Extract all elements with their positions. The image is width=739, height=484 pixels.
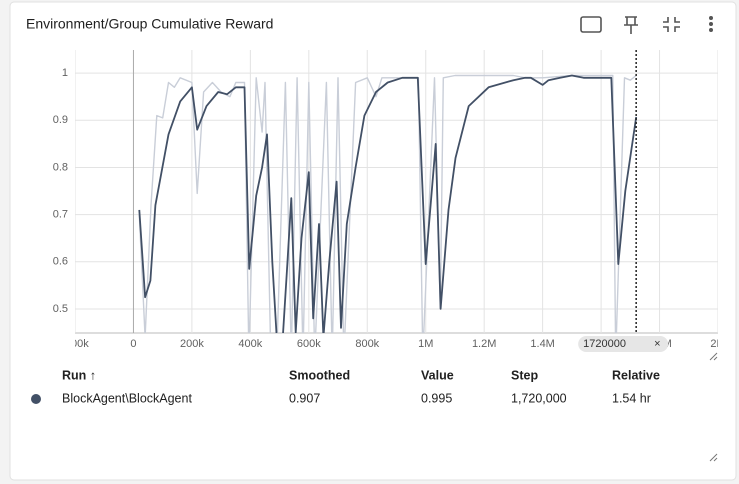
y-tick-label: 0.6 (53, 256, 68, 268)
x-tick-label: 1.4M (530, 338, 554, 350)
x-tick-label: 400k (238, 338, 262, 350)
fit-button[interactable] (580, 16, 602, 33)
cursor-label: 1720000 (583, 338, 626, 350)
table-header: Step (511, 368, 538, 382)
table-cell: 0.907 (289, 391, 320, 405)
card (9, 1, 737, 481)
chart-title: Environment/Group Cumulative Reward (26, 16, 273, 32)
y-tick-label: 0.5 (53, 303, 68, 315)
series-line (138, 74, 638, 333)
x-tick-label: 600k (297, 338, 321, 350)
menu-button[interactable] (709, 16, 713, 32)
resize-handle[interactable] (709, 352, 718, 462)
x-tick-label: 1.2M (472, 338, 496, 350)
table-header: Relative (612, 368, 660, 382)
table-cell: 1,720,000 (511, 391, 567, 405)
y-tick-label: 0.7 (53, 209, 68, 221)
legend-dot (31, 394, 41, 404)
table-header: Run ↑ (62, 368, 96, 382)
collapse-button[interactable] (663, 17, 680, 32)
x-tick-label: -200k (61, 338, 89, 350)
x-tick-label: 1M (418, 338, 433, 350)
table-header: Smoothed (289, 368, 350, 382)
table-cell: 1.54 hr (612, 391, 651, 405)
x-tick-label: 2M (710, 338, 725, 350)
series-line (138, 74, 637, 333)
x-tick-label: 200k (180, 338, 204, 350)
y-tick-label: 0.8 (53, 161, 68, 173)
table-cell: 0.995 (421, 391, 452, 405)
table-header: Value (421, 368, 454, 382)
x-tick-label: 0 (130, 338, 136, 350)
toolbar[interactable] (580, 16, 713, 34)
pin-button[interactable] (624, 16, 638, 34)
cursor-tooltip (578, 336, 669, 352)
x-tick-label: 800k (355, 338, 379, 350)
y-tick-label: 1 (62, 67, 68, 79)
y-tick-label: 0.9 (53, 114, 68, 126)
table-cell: BlockAgent\BlockAgent (62, 391, 192, 405)
cursor-close[interactable]: × (654, 338, 660, 350)
